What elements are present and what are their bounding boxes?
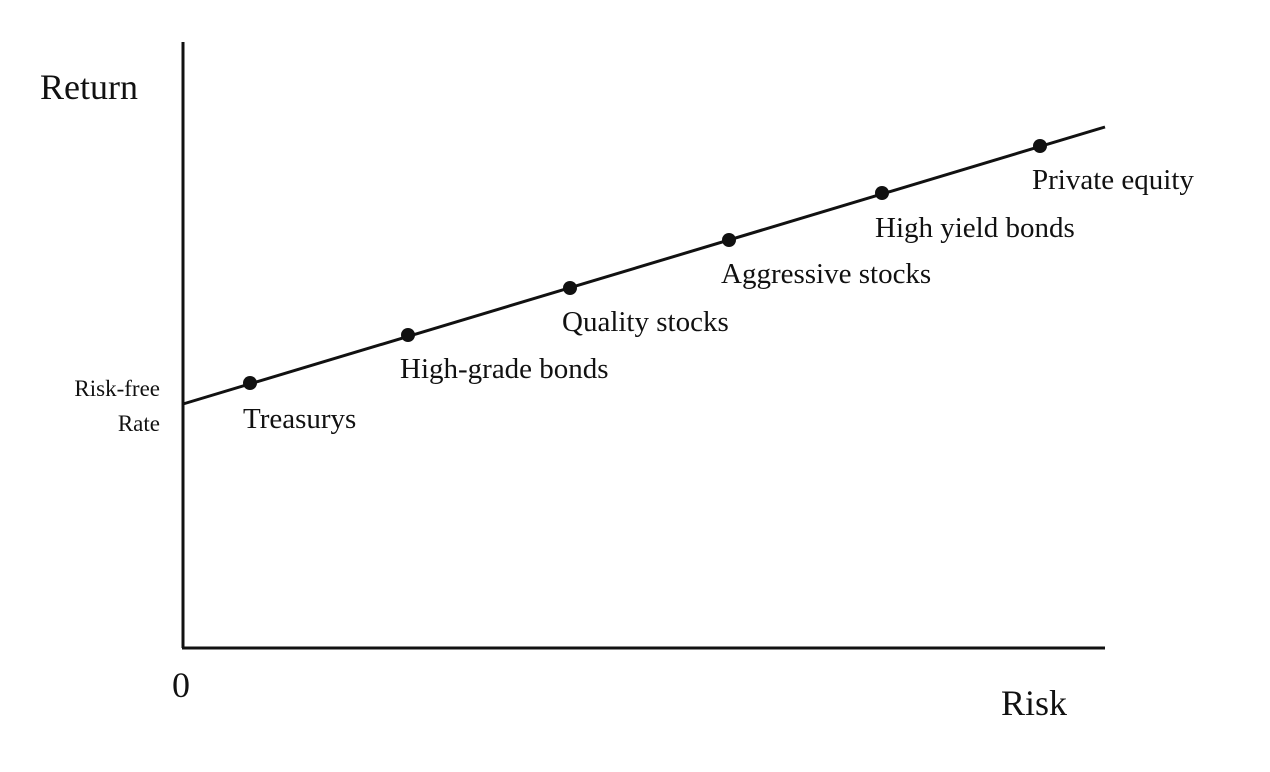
risk-return-line xyxy=(182,125,1106,406)
point-label: Quality stocks xyxy=(562,306,729,338)
point-marker xyxy=(722,233,736,247)
point-marker xyxy=(243,376,257,390)
point-label: High-grade bonds xyxy=(400,353,609,385)
y-axis-label: Return xyxy=(40,67,138,107)
points: Treasurys High-grade bonds Quality stocks A… xyxy=(243,139,1194,435)
point-marker xyxy=(875,186,889,200)
x-axis-label: Risk xyxy=(1001,683,1067,723)
point-label: High yield bonds xyxy=(875,212,1075,244)
point-marker xyxy=(1033,139,1047,153)
point-marker xyxy=(563,281,577,295)
point-marker xyxy=(401,328,415,342)
point-label: Aggressive stocks xyxy=(721,258,931,290)
point-label: Treasurys xyxy=(243,403,356,435)
origin-label: 0 xyxy=(172,665,190,705)
intercept-label: Rate xyxy=(118,411,160,436)
intercept-label: Risk-free xyxy=(74,376,160,401)
point-label: Private equity xyxy=(1032,164,1194,196)
